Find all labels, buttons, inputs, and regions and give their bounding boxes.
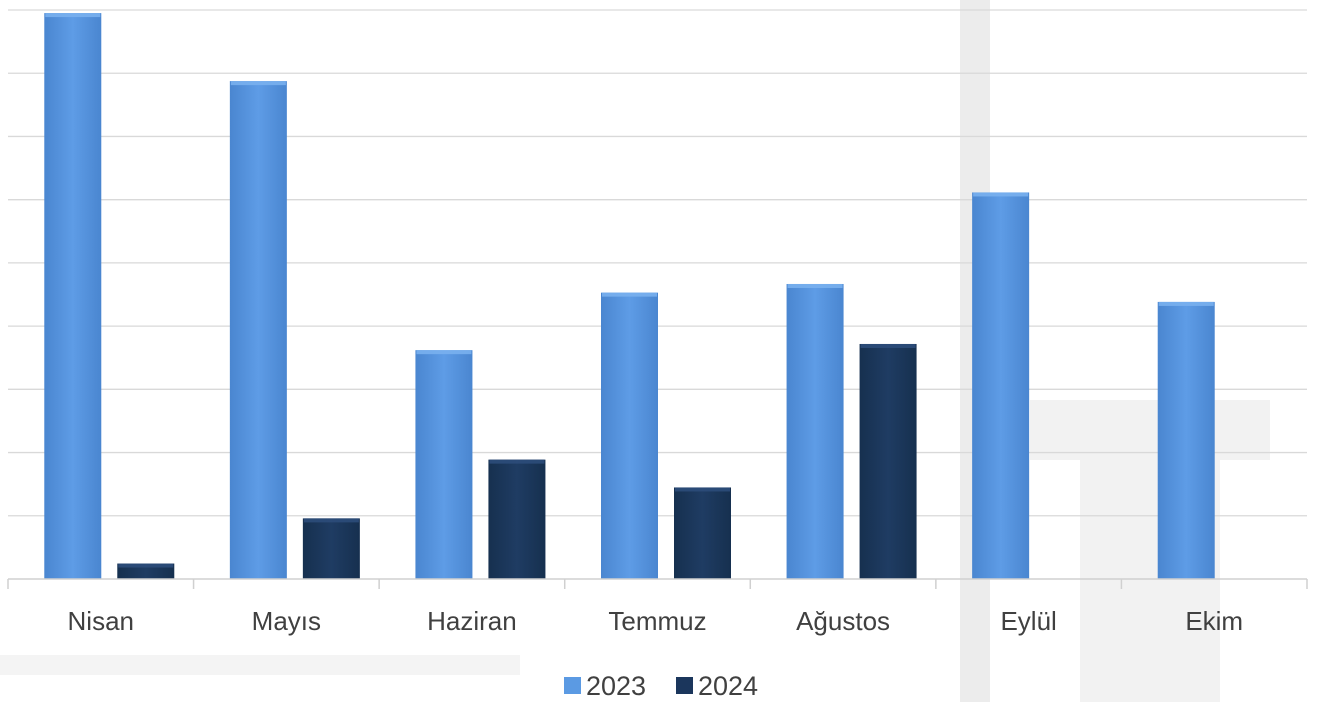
x-tick-label: Haziran bbox=[427, 606, 517, 636]
bar-body bbox=[1157, 301, 1215, 579]
bar-2023-Ağustos bbox=[786, 283, 844, 579]
bar-bevel bbox=[416, 350, 472, 355]
legend-item-2023: 2023 bbox=[564, 671, 646, 701]
bar-bevel bbox=[787, 283, 843, 288]
x-axis: Nisan Mayıs Haziran Temmuz Ağustos Eylül Ekim bbox=[7, 578, 1308, 636]
bar-bevel bbox=[602, 292, 657, 297]
bar-2023-Haziran bbox=[415, 350, 473, 579]
bar-bevel bbox=[675, 487, 730, 492]
legend-label: 2024 bbox=[698, 671, 758, 701]
x-tick-label: Nisan bbox=[68, 606, 134, 636]
bar-bevel bbox=[1158, 301, 1214, 306]
bar-bevel bbox=[973, 192, 1029, 197]
bar-bevel bbox=[303, 518, 359, 523]
bar-body bbox=[674, 487, 731, 579]
bar-body bbox=[229, 81, 287, 579]
legend: 2023 2024 bbox=[564, 671, 758, 701]
watermark-background-4 bbox=[0, 655, 520, 675]
legend-swatch bbox=[676, 677, 693, 694]
bar-bevel bbox=[489, 459, 545, 464]
bars bbox=[44, 13, 1215, 579]
legend-swatch bbox=[564, 677, 581, 694]
x-tick-label: Mayıs bbox=[252, 606, 321, 636]
legend-item-2024: 2024 bbox=[676, 671, 758, 701]
bar-body bbox=[786, 283, 844, 579]
x-tick-label: Ağustos bbox=[796, 606, 890, 636]
bar-body bbox=[44, 13, 102, 579]
bar-body bbox=[415, 350, 473, 579]
bar-body bbox=[859, 343, 917, 579]
x-tick-label: Eylül bbox=[1000, 606, 1056, 636]
bar-bevel bbox=[860, 343, 916, 348]
bar-body bbox=[972, 192, 1030, 579]
x-tick-label: Ekim bbox=[1185, 606, 1243, 636]
bar-2024-Mayıs bbox=[302, 518, 360, 579]
bar-2023-Mayıs bbox=[229, 81, 287, 579]
bar-2024-Ağustos bbox=[859, 343, 917, 579]
bar-body bbox=[488, 459, 546, 579]
bar-bevel bbox=[118, 563, 174, 568]
bar-2024-Haziran bbox=[488, 459, 546, 579]
bar-2023-Nisan bbox=[44, 13, 102, 579]
watermark-background-2 bbox=[1030, 400, 1270, 460]
bar-body bbox=[601, 292, 658, 579]
bar-2024-Temmuz bbox=[674, 487, 731, 579]
legend-label: 2023 bbox=[586, 671, 646, 701]
bar-2023-Temmuz bbox=[601, 292, 658, 579]
bar-bevel bbox=[230, 81, 286, 86]
bar-2023-Ekim bbox=[1157, 301, 1215, 579]
x-tick-label: Temmuz bbox=[608, 606, 706, 636]
bar-2023-Eylül bbox=[972, 192, 1030, 579]
bar-body bbox=[302, 518, 360, 579]
bar-2024-Nisan bbox=[117, 563, 175, 579]
bar-bevel bbox=[45, 13, 101, 18]
